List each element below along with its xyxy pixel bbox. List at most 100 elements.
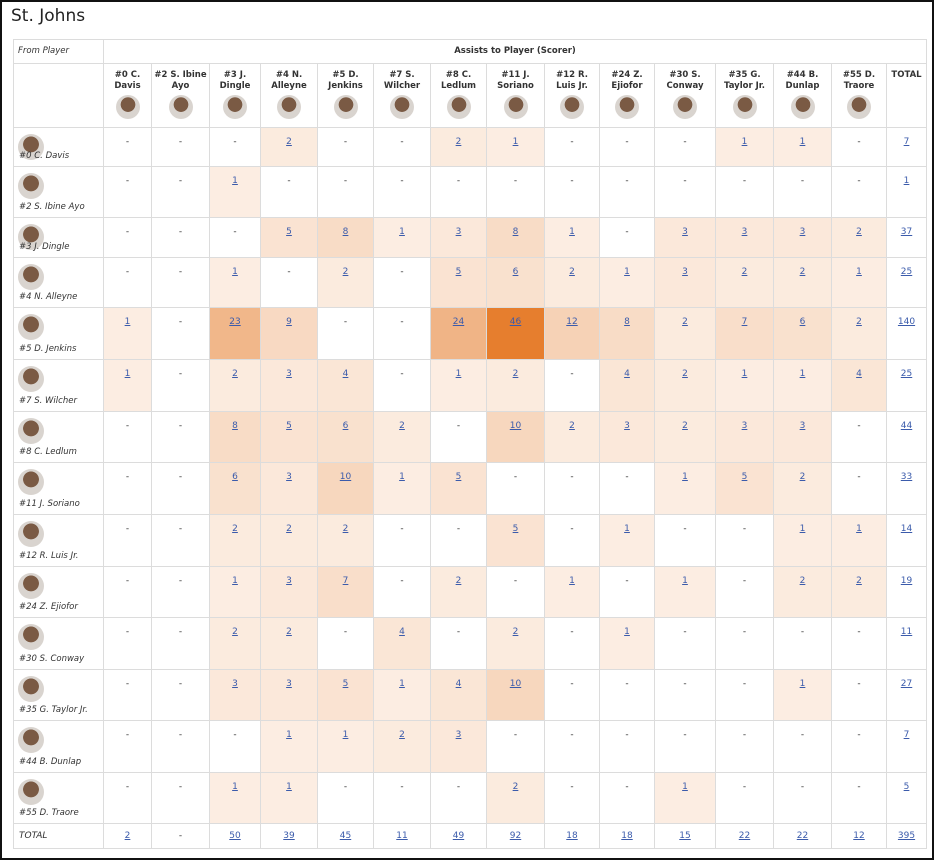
- assist-link[interactable]: 7: [903, 137, 910, 147]
- assist-link[interactable]: 1: [232, 576, 238, 586]
- assist-link[interactable]: 8: [512, 227, 519, 237]
- assist-link[interactable]: 4: [399, 627, 405, 637]
- assist-link[interactable]: 140: [897, 317, 916, 327]
- assist-link[interactable]: 3: [232, 679, 238, 689]
- assist-link[interactable]: 2: [512, 627, 519, 637]
- assist-link[interactable]: 1: [624, 267, 630, 277]
- assist-link[interactable]: 1: [741, 137, 748, 147]
- assist-link[interactable]: 24: [452, 317, 465, 327]
- total-link[interactable]: 18: [621, 831, 633, 841]
- assist-link[interactable]: 5: [455, 472, 462, 482]
- assist-link[interactable]: 2: [286, 524, 292, 534]
- total-link[interactable]: 49: [452, 831, 465, 841]
- assist-link[interactable]: 3: [286, 472, 292, 482]
- assist-link[interactable]: 4: [342, 369, 349, 379]
- assist-link[interactable]: 1: [124, 369, 131, 379]
- assist-link[interactable]: 46: [509, 317, 522, 327]
- total-link[interactable]: 15: [679, 831, 691, 841]
- assist-link[interactable]: 3: [741, 421, 748, 431]
- assist-link[interactable]: 2: [342, 267, 349, 277]
- total-link[interactable]: 2: [124, 831, 131, 841]
- assist-link[interactable]: 5: [286, 421, 292, 431]
- assist-link[interactable]: 7: [741, 317, 748, 327]
- assist-link[interactable]: 5: [455, 267, 462, 277]
- total-link[interactable]: 92: [509, 831, 522, 841]
- assist-link[interactable]: 2: [286, 137, 292, 147]
- assist-link[interactable]: 5: [741, 472, 748, 482]
- assist-link[interactable]: 37: [900, 227, 913, 237]
- assist-link[interactable]: 1: [232, 176, 238, 186]
- assist-link[interactable]: 2: [799, 267, 806, 277]
- assist-link[interactable]: 11: [900, 627, 913, 637]
- assist-link[interactable]: 1: [799, 679, 806, 689]
- total-link[interactable]: 39: [283, 831, 295, 841]
- assist-link[interactable]: 1: [903, 176, 910, 186]
- assist-link[interactable]: 1: [569, 227, 575, 237]
- assist-link[interactable]: 3: [286, 679, 292, 689]
- assist-link[interactable]: 2: [682, 369, 688, 379]
- assist-link[interactable]: 2: [399, 730, 405, 740]
- total-link[interactable]: 50: [229, 831, 241, 841]
- assist-link[interactable]: 1: [624, 524, 630, 534]
- assist-link[interactable]: 2: [455, 576, 462, 586]
- assist-link[interactable]: 1: [342, 730, 349, 740]
- assist-link[interactable]: 1: [399, 227, 405, 237]
- assist-link[interactable]: 9: [286, 317, 292, 327]
- assist-link[interactable]: 1: [682, 782, 688, 792]
- assist-link[interactable]: 3: [741, 227, 748, 237]
- assist-link[interactable]: 2: [682, 317, 688, 327]
- assist-link[interactable]: 5: [903, 782, 910, 792]
- assist-link[interactable]: 3: [455, 227, 462, 237]
- assist-link[interactable]: 27: [900, 679, 913, 689]
- assist-link[interactable]: 7: [903, 730, 910, 740]
- assist-link[interactable]: 1: [455, 369, 462, 379]
- assist-link[interactable]: 2: [286, 627, 292, 637]
- assist-link[interactable]: 33: [900, 472, 913, 482]
- assist-link[interactable]: 44: [900, 421, 913, 431]
- assist-link[interactable]: 19: [900, 576, 913, 586]
- assist-link[interactable]: 5: [512, 524, 519, 534]
- total-link[interactable]: 395: [897, 831, 916, 841]
- assist-link[interactable]: 3: [799, 227, 806, 237]
- assist-link[interactable]: 1: [399, 679, 405, 689]
- assist-link[interactable]: 1: [232, 782, 238, 792]
- assist-link[interactable]: 1: [799, 524, 806, 534]
- assist-link[interactable]: 8: [624, 317, 630, 327]
- assist-link[interactable]: 5: [286, 227, 292, 237]
- assist-link[interactable]: 2: [455, 137, 462, 147]
- assist-link[interactable]: 1: [232, 267, 238, 277]
- assist-link[interactable]: 1: [856, 267, 862, 277]
- assist-link[interactable]: 2: [741, 267, 748, 277]
- assist-link[interactable]: 1: [741, 369, 748, 379]
- assist-link[interactable]: 10: [509, 679, 522, 689]
- assist-link[interactable]: 3: [624, 421, 630, 431]
- assist-link[interactable]: 3: [682, 267, 688, 277]
- assist-link[interactable]: 6: [232, 472, 238, 482]
- assist-link[interactable]: 6: [799, 317, 806, 327]
- assist-link[interactable]: 2: [232, 369, 238, 379]
- assist-link[interactable]: 2: [856, 227, 862, 237]
- assist-link[interactable]: 6: [512, 267, 519, 277]
- assist-link[interactable]: 3: [682, 227, 688, 237]
- assist-link[interactable]: 1: [569, 576, 575, 586]
- assist-link[interactable]: 3: [799, 421, 806, 431]
- assist-link[interactable]: 8: [232, 421, 238, 431]
- assist-link[interactable]: 1: [799, 137, 806, 147]
- assist-link[interactable]: 4: [624, 369, 630, 379]
- assist-link[interactable]: 3: [286, 369, 292, 379]
- assist-link[interactable]: 1: [399, 472, 405, 482]
- assist-link[interactable]: 3: [455, 730, 462, 740]
- assist-link[interactable]: 12: [566, 317, 578, 327]
- assist-link[interactable]: 2: [232, 627, 238, 637]
- total-link[interactable]: 11: [396, 831, 408, 841]
- assist-link[interactable]: 4: [455, 679, 462, 689]
- total-link[interactable]: 12: [853, 831, 865, 841]
- assist-link[interactable]: 5: [342, 679, 349, 689]
- assist-link[interactable]: 2: [232, 524, 238, 534]
- assist-link[interactable]: 1: [124, 317, 131, 327]
- total-link[interactable]: 22: [796, 831, 809, 841]
- assist-link[interactable]: 23: [229, 317, 241, 327]
- total-link[interactable]: 22: [738, 831, 751, 841]
- assist-link[interactable]: 10: [339, 472, 352, 482]
- total-link[interactable]: 45: [339, 831, 352, 841]
